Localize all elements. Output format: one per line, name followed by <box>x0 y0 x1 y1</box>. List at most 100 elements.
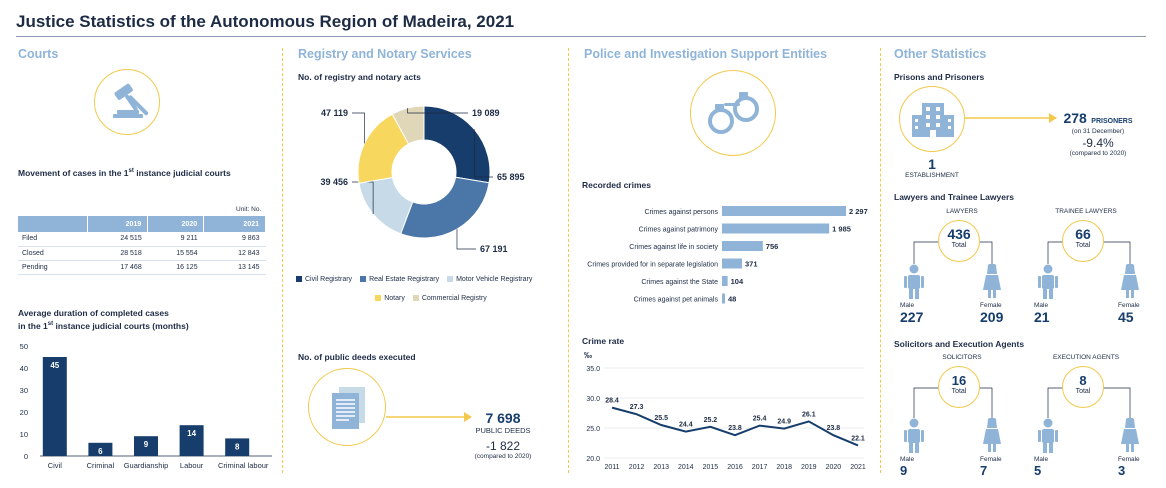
crimes-bar-chart: Crimes against persons 2 297 Crimes agains… <box>587 206 868 304</box>
point-value-label: 23.8 <box>827 425 841 432</box>
donut-slice <box>423 105 491 184</box>
y-axis-unit: ‰ <box>584 351 592 360</box>
table-cell: 9 863 <box>203 232 266 247</box>
total-value: 16 <box>951 373 967 388</box>
prisoners-value: 278 <box>1063 110 1087 126</box>
lawyers-title: Lawyers and Trainee Lawyers <box>894 192 1015 202</box>
female-person-icon <box>1120 417 1140 459</box>
bar-value-label: 9 <box>144 440 149 449</box>
female-value: 45 <box>1118 309 1134 325</box>
table-cell: 9 211 <box>147 232 204 247</box>
male-label: Male <box>900 302 915 309</box>
category-label: Crimes against life in society <box>629 244 718 251</box>
table-header <box>18 216 89 232</box>
table-header: 2020 <box>147 216 205 232</box>
registry-header: Registry and Notary Services <box>298 47 472 61</box>
unit-label: Unit: No. <box>236 206 262 213</box>
x-tick-label: Labour <box>180 461 204 470</box>
table-cell: 17 468 <box>87 260 148 275</box>
table-cell: 28 518 <box>87 246 148 261</box>
y-tick-label: 30.0 <box>586 396 600 403</box>
male-person-icon <box>904 418 924 459</box>
crime-rate-title: Crime rate <box>582 336 625 346</box>
lawyers-group: LAWYERS 436 Total Male Female 227 209 <box>900 206 1024 334</box>
bar <box>722 258 743 269</box>
y-tick-label: 20 <box>20 408 28 417</box>
group-label: EXECUTION AGENTS <box>1052 354 1120 361</box>
female-label: Female <box>1118 456 1140 463</box>
table-cell: 15 554 <box>147 246 204 261</box>
crimes-title: Recorded crimes <box>582 180 651 190</box>
table-header-row: 2019 2020 2021 <box>18 216 266 232</box>
x-tick-label: 2019 <box>801 464 817 471</box>
deeds-title: No. of public deeds executed <box>298 352 416 362</box>
table-header: 2021 <box>203 216 266 232</box>
row-label: Pending <box>18 260 88 275</box>
table-row: Pending 17 468 16 125 13 145 <box>18 260 266 275</box>
handcuffs-icon <box>690 70 776 156</box>
total-label: Total <box>1075 242 1091 249</box>
category-label: Crimes against the State <box>641 279 718 286</box>
y-tick-label: 50 <box>20 342 28 351</box>
movement-table: 2019 2020 2021 Filed 24 515 9 211 9 863 … <box>18 216 266 275</box>
y-tick-label: 35.0 <box>586 366 600 373</box>
point-value-label: 22.1 <box>851 435 865 442</box>
building-icon <box>899 86 965 152</box>
courts-header: Courts <box>18 47 59 61</box>
point-value-label: 28.4 <box>605 398 619 405</box>
point-value-label: 27.3 <box>630 404 644 411</box>
bar-value-label: 6 <box>98 447 103 456</box>
column-divider <box>282 48 283 473</box>
bar <box>722 206 846 216</box>
y-tick-label: 25.0 <box>586 426 600 433</box>
female-label: Female <box>1118 302 1140 309</box>
x-tick-label: 2011 <box>604 464 619 471</box>
bar <box>722 293 725 304</box>
duration-bar-chart: 0 10 20 30 40 50 45 Civil 6 Criminal 9 Guardianship… <box>20 342 272 470</box>
y-tick-label: 40 <box>20 364 28 373</box>
prisoners-change-note: (compared to 2020) <box>1069 150 1127 157</box>
x-tick-label: 2014 <box>678 464 694 471</box>
x-tick-label: 2015 <box>703 464 719 471</box>
bar <box>134 436 158 456</box>
total-label: Total <box>1075 388 1091 395</box>
bar-value-label: 14 <box>187 429 196 438</box>
point-value-label: 25.5 <box>654 415 668 422</box>
row-label: Closed <box>18 246 88 261</box>
total-label: Total <box>951 242 967 249</box>
y-tick-label: 30 <box>20 386 28 395</box>
acts-title: No. of registry and notary acts <box>298 72 421 82</box>
police-header: Police and Investigation Support Entitie… <box>584 47 828 61</box>
donut-slice <box>400 176 490 239</box>
establishment-value: 1 <box>928 156 936 172</box>
female-person-icon <box>982 263 1002 305</box>
prisoners-change: -9.4% <box>1082 136 1114 150</box>
bar-value-label: 756 <box>766 242 779 251</box>
leader-line <box>456 229 476 250</box>
table-header: 2019 <box>87 216 149 232</box>
x-tick-label: Civil <box>48 461 62 470</box>
point-value-label: 26.1 <box>802 411 816 418</box>
legend-item: Notary <box>375 295 405 302</box>
deeds-block: 7 698 PUBLIC DEEDS -1 822 (compared to 2… <box>460 410 546 460</box>
table-cell: 16 125 <box>147 260 204 275</box>
bar <box>42 357 67 456</box>
male-label: Male <box>1034 456 1049 463</box>
leader-line <box>407 108 468 114</box>
bar <box>179 425 204 456</box>
female-person-icon <box>982 417 1002 459</box>
prisoners-block: 278 PRISONERS (on 31 December) -9.4% (co… <box>1050 110 1146 157</box>
deeds-value: 7 698 <box>485 410 521 426</box>
solicitors-group: SOLICITORS 16 Total Male Female 9 7 <box>900 352 1024 478</box>
total-circle: 436 Total <box>938 220 980 262</box>
male-value: 21 <box>1034 309 1050 325</box>
bar-value-label: 1 985 <box>832 225 851 234</box>
male-person-icon <box>1038 418 1058 459</box>
prisoners-note: (on 31 December) <box>1071 128 1125 135</box>
male-value: 9 <box>900 463 908 478</box>
title-divider <box>16 36 1146 37</box>
category-label: Crimes against pet animals <box>634 297 719 304</box>
legend-item: Motor Vehicle Registrary <box>447 276 532 283</box>
total-label: Total <box>951 388 967 395</box>
total-circle: 66 Total <box>1062 220 1104 262</box>
